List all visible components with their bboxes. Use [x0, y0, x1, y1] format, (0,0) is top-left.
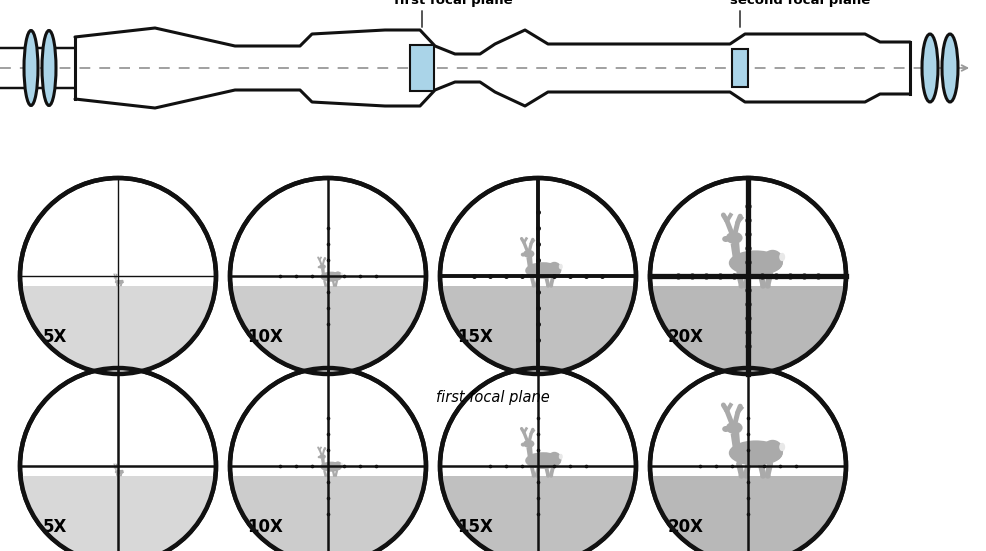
Bar	[230, 476, 426, 551]
Ellipse shape	[761, 440, 782, 461]
Ellipse shape	[318, 264, 325, 269]
Ellipse shape	[113, 467, 114, 468]
Text: 15X: 15X	[457, 328, 493, 346]
Ellipse shape	[547, 452, 561, 466]
Ellipse shape	[333, 461, 342, 470]
Bar	[440, 476, 635, 551]
Text: second focal plane: second focal plane	[730, 0, 870, 7]
Ellipse shape	[722, 426, 729, 432]
Text: 20X: 20X	[667, 328, 703, 346]
Circle shape	[650, 178, 845, 374]
Ellipse shape	[525, 452, 561, 469]
Circle shape	[440, 178, 635, 374]
Ellipse shape	[725, 232, 741, 244]
Ellipse shape	[114, 280, 123, 284]
Ellipse shape	[521, 442, 526, 447]
Polygon shape	[730, 430, 740, 459]
Ellipse shape	[725, 422, 741, 434]
Bar	[440, 286, 635, 384]
Ellipse shape	[778, 443, 785, 451]
Polygon shape	[115, 468, 116, 473]
Ellipse shape	[340, 273, 342, 276]
Ellipse shape	[761, 250, 782, 272]
Text: 5X: 5X	[43, 518, 67, 536]
Polygon shape	[526, 256, 533, 274]
Polygon shape	[320, 268, 325, 279]
Ellipse shape	[525, 262, 561, 279]
Ellipse shape	[558, 454, 562, 460]
Ellipse shape	[340, 463, 342, 466]
Bar	[732, 49, 747, 87]
Ellipse shape	[317, 456, 320, 458]
Ellipse shape	[941, 34, 957, 102]
Ellipse shape	[24, 30, 38, 105]
Polygon shape	[730, 240, 740, 269]
Ellipse shape	[320, 462, 341, 472]
Ellipse shape	[728, 440, 782, 466]
Text: 10X: 10X	[247, 518, 283, 536]
Text: 15X: 15X	[457, 518, 493, 536]
Ellipse shape	[317, 266, 320, 268]
Ellipse shape	[728, 250, 782, 276]
Ellipse shape	[120, 280, 123, 283]
Text: 5X: 5X	[43, 328, 67, 346]
Circle shape	[440, 368, 635, 551]
Bar	[650, 476, 845, 551]
Circle shape	[230, 178, 426, 374]
Bar	[650, 286, 845, 384]
Circle shape	[20, 368, 216, 551]
Ellipse shape	[123, 280, 124, 282]
Ellipse shape	[523, 440, 533, 448]
Bar	[230, 286, 426, 384]
Text: first focal plane: first focal plane	[393, 0, 512, 7]
Bar	[409, 45, 434, 91]
Ellipse shape	[318, 454, 325, 459]
Polygon shape	[320, 457, 325, 469]
Ellipse shape	[921, 34, 937, 102]
Ellipse shape	[114, 277, 117, 279]
Circle shape	[650, 368, 845, 551]
Ellipse shape	[521, 252, 526, 257]
Ellipse shape	[114, 470, 123, 474]
Ellipse shape	[123, 471, 124, 472]
Ellipse shape	[320, 272, 341, 282]
Polygon shape	[115, 278, 116, 283]
Polygon shape	[526, 445, 533, 464]
Ellipse shape	[120, 470, 123, 473]
Ellipse shape	[558, 264, 562, 269]
Circle shape	[20, 178, 216, 374]
Ellipse shape	[42, 30, 56, 105]
Bar	[20, 286, 216, 384]
Text: 10X: 10X	[247, 328, 283, 346]
Ellipse shape	[778, 253, 785, 261]
Ellipse shape	[523, 250, 533, 258]
Text: 20X: 20X	[667, 518, 703, 536]
Circle shape	[230, 368, 426, 551]
Ellipse shape	[114, 467, 117, 469]
Bar	[20, 476, 216, 551]
Ellipse shape	[722, 236, 729, 242]
Ellipse shape	[547, 262, 561, 276]
Text: first focal plane: first focal plane	[436, 390, 549, 405]
Ellipse shape	[333, 272, 342, 280]
